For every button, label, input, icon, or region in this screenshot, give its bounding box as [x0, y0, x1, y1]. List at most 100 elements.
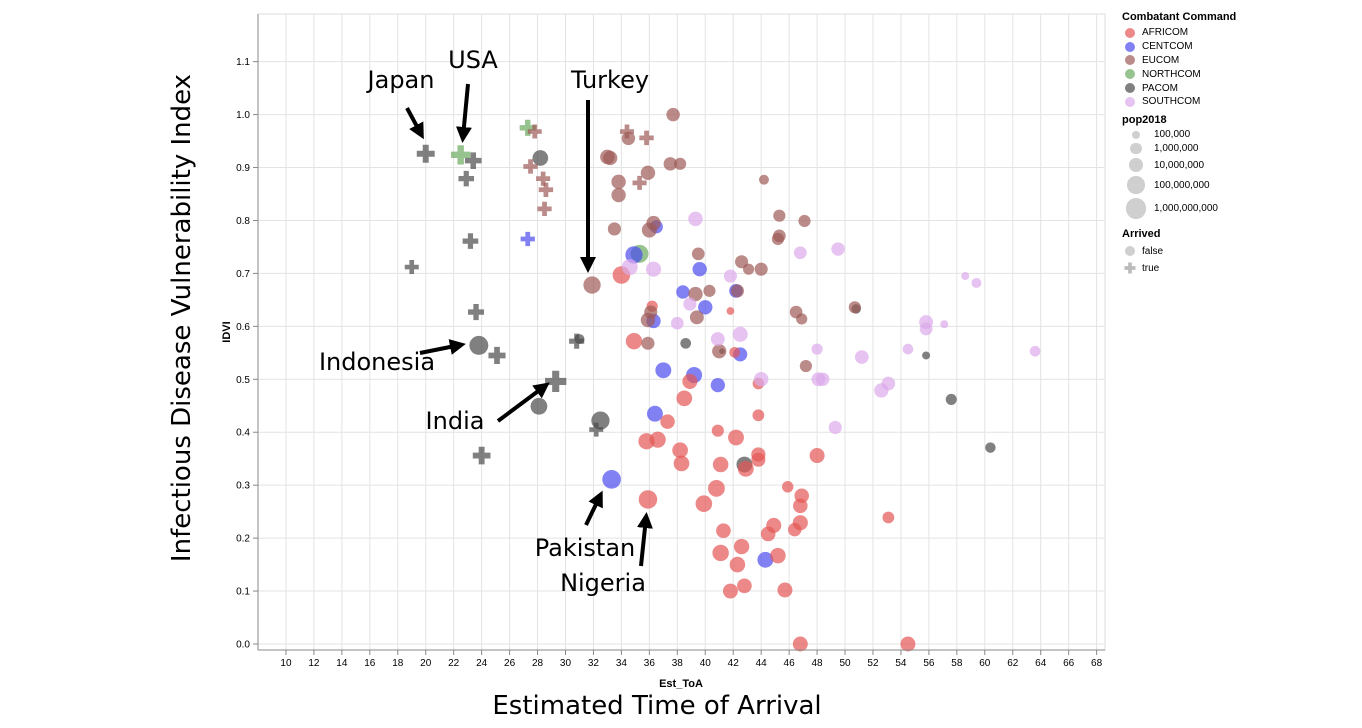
data-point-cross [451, 145, 471, 165]
data-point-cross [523, 159, 538, 174]
data-point-circle [611, 187, 626, 203]
data-point-circle [607, 222, 621, 236]
data-point-circle [971, 277, 982, 288]
x-tick-label: 38 [672, 658, 684, 669]
legend-swatch [1122, 27, 1138, 38]
circle-icon [1122, 246, 1138, 257]
data-point-circle [644, 305, 658, 319]
arrow-pakistan [584, 490, 603, 526]
y-axis-title: IDVI [221, 321, 233, 342]
data-point-circle [961, 272, 970, 281]
legend-label: PACOM [1142, 82, 1178, 94]
data-point-circle [645, 261, 662, 277]
data-point-circle [828, 420, 842, 435]
x-tick-label: 52 [867, 658, 879, 669]
legend-swatch [1122, 41, 1138, 52]
data-point-circle [752, 409, 765, 422]
size-legend-item: 1,000,000,000 [1122, 196, 1236, 221]
data-point-circle [695, 495, 713, 513]
data-point-circle [712, 456, 729, 473]
data-point-circle [469, 335, 489, 355]
data-point-circle [712, 344, 727, 359]
x-tick-label: 20 [420, 658, 432, 669]
color-legend-item: NORTHCOM [1122, 67, 1236, 81]
data-point-circle [621, 259, 638, 276]
data-point-cross [619, 124, 634, 139]
data-point-cross [458, 170, 475, 187]
data-point-circle [672, 442, 688, 459]
y-tick-label: 1.1 [236, 57, 250, 68]
legend-size-swatch [1122, 197, 1150, 219]
data-point-circle [919, 322, 933, 336]
legend-label: 100,000 [1154, 129, 1191, 141]
legend-label: false [1142, 245, 1164, 257]
legend: Combatant Command AFRICOM CENTCOM EUCOM NOR… [1122, 11, 1236, 277]
y-tick-label: 0.2 [236, 534, 250, 545]
data-point-circle [732, 326, 748, 342]
data-point-circle [729, 556, 746, 573]
grid [257, 13, 1106, 651]
y-tick-label: 1.0 [236, 110, 250, 121]
data-point-circle [574, 334, 585, 345]
data-point-circle [809, 448, 825, 464]
data-point-circle [922, 351, 931, 360]
data-point-circle [723, 269, 737, 283]
plot-background [257, 13, 1106, 651]
size-legend-item: 100,000,000 [1122, 174, 1236, 196]
color-legend-item: CENTCOM [1122, 40, 1236, 54]
color-legend-title: Combatant Command [1122, 11, 1237, 23]
legend-swatch [1122, 83, 1138, 94]
data-point-circle [770, 547, 786, 564]
x-tick-label: 28 [532, 658, 544, 669]
data-point-circle [673, 455, 690, 472]
legend-label: EUCOM [1142, 54, 1180, 66]
data-point-cross [520, 231, 535, 247]
color-legend-item: EUCOM [1122, 54, 1236, 68]
data-point-circle [792, 515, 808, 531]
data-point-circle [882, 511, 895, 524]
data-point-circle [848, 301, 861, 314]
data-point-circle [646, 405, 663, 422]
legend-label: 1,000,000,000 [1154, 202, 1218, 214]
data-point-cross [589, 422, 604, 437]
data-point-circle [674, 157, 687, 170]
data-point-circle [698, 300, 713, 315]
data-point-circle [655, 362, 672, 379]
x-tick-label: 22 [448, 658, 460, 669]
arrow-japan [405, 107, 424, 140]
data-point-circle [660, 414, 675, 429]
data-point-circle [710, 377, 725, 393]
data-point-circle [792, 636, 808, 652]
y-tick-label: 0.7 [236, 269, 250, 280]
x-tick-label: 54 [895, 658, 907, 669]
data-point-circle [754, 262, 768, 276]
x-tick-label: 60 [979, 658, 991, 669]
data-point-circle [733, 538, 750, 555]
data-point-circle [676, 285, 690, 299]
data-point-circle [691, 247, 705, 261]
size-legend-item: 10,000,000 [1122, 156, 1236, 174]
annotation-arrows [405, 83, 653, 567]
arrow-nigeria [637, 512, 653, 567]
data-point-circle [722, 583, 738, 599]
legend-label: 1,000,000 [1154, 142, 1199, 154]
data-point-cross [536, 171, 551, 186]
data-point-circle [902, 343, 914, 355]
data-point-circle [621, 131, 636, 146]
data-point-cross [462, 233, 479, 249]
data-point-circle [794, 488, 809, 504]
legend-label: 100,000,000 [1154, 179, 1210, 191]
annotation-usa: USA [448, 46, 498, 74]
legend-size-swatch [1122, 176, 1150, 194]
shape-legend-item: false [1122, 243, 1236, 260]
x-tick-label: 42 [728, 658, 740, 669]
x-axis-title: Est_ToA [659, 678, 703, 690]
x-tick-label: 44 [756, 658, 768, 669]
x-tick-label: 16 [364, 658, 376, 669]
legend-label: 10,000,000 [1154, 159, 1205, 171]
data-point-circle [1029, 345, 1041, 357]
data-point-circle [940, 320, 949, 329]
y-tick-label: 0.5 [236, 375, 250, 386]
y-tick-label: 0.6 [236, 322, 250, 333]
data-point-circle [757, 551, 774, 568]
